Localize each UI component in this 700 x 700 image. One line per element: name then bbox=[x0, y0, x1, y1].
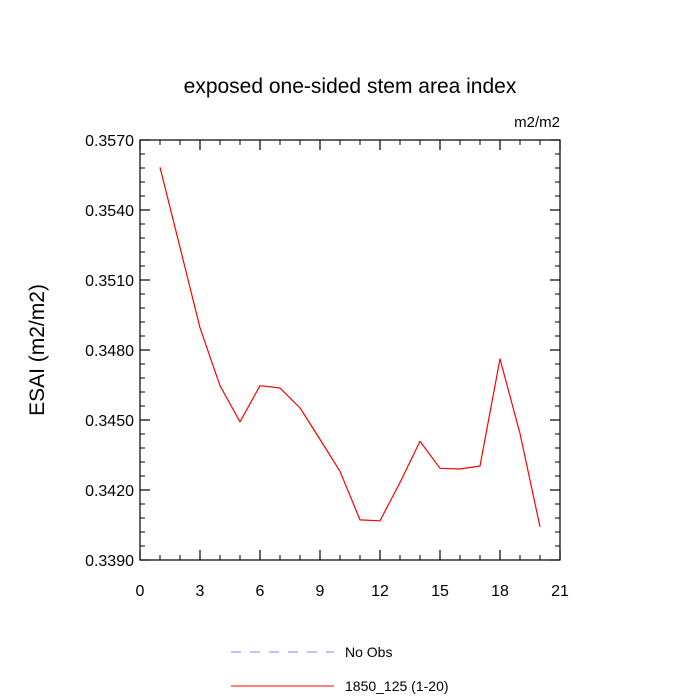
y-tick-label: 0.3390 bbox=[85, 553, 134, 570]
legend-label-0: No Obs bbox=[345, 644, 392, 660]
x-tick-label: 21 bbox=[551, 583, 569, 600]
y-tick-label: 0.3510 bbox=[85, 273, 134, 290]
y-tick-label: 0.3540 bbox=[85, 203, 134, 220]
y-tick-label: 0.3420 bbox=[85, 483, 134, 500]
y-tick-label: 0.3450 bbox=[85, 413, 134, 430]
legend-label-1: 1850_125 (1-20) bbox=[345, 678, 449, 694]
series-line-1 bbox=[159, 167, 541, 527]
y-tick-label: 0.3480 bbox=[85, 343, 134, 360]
x-tick-label: 6 bbox=[256, 583, 265, 600]
y-tick-label: 0.3570 bbox=[85, 133, 134, 150]
x-axis: 0 3 6 9 12 15 18 21 bbox=[136, 140, 569, 600]
y-axis-label: ESAI (m2/m2) bbox=[26, 284, 49, 416]
y-axis: 0.3390 0.3420 0.3450 0.3480 0.3510 0.3540 0.35… bbox=[85, 133, 560, 570]
x-tick-label: 12 bbox=[371, 583, 389, 600]
x-tick-label: 9 bbox=[316, 583, 325, 600]
plot-area bbox=[159, 167, 541, 527]
x-tick-label: 18 bbox=[491, 583, 509, 600]
legend: No Obs 1850_125 (1-20) bbox=[231, 644, 449, 694]
x-tick-label: 15 bbox=[431, 583, 449, 600]
chart-title: exposed one-sided stem area index bbox=[184, 75, 517, 98]
x-tick-label: 0 bbox=[136, 583, 145, 600]
x-tick-label: 3 bbox=[196, 583, 205, 600]
units-label: m2/m2 bbox=[514, 114, 560, 131]
